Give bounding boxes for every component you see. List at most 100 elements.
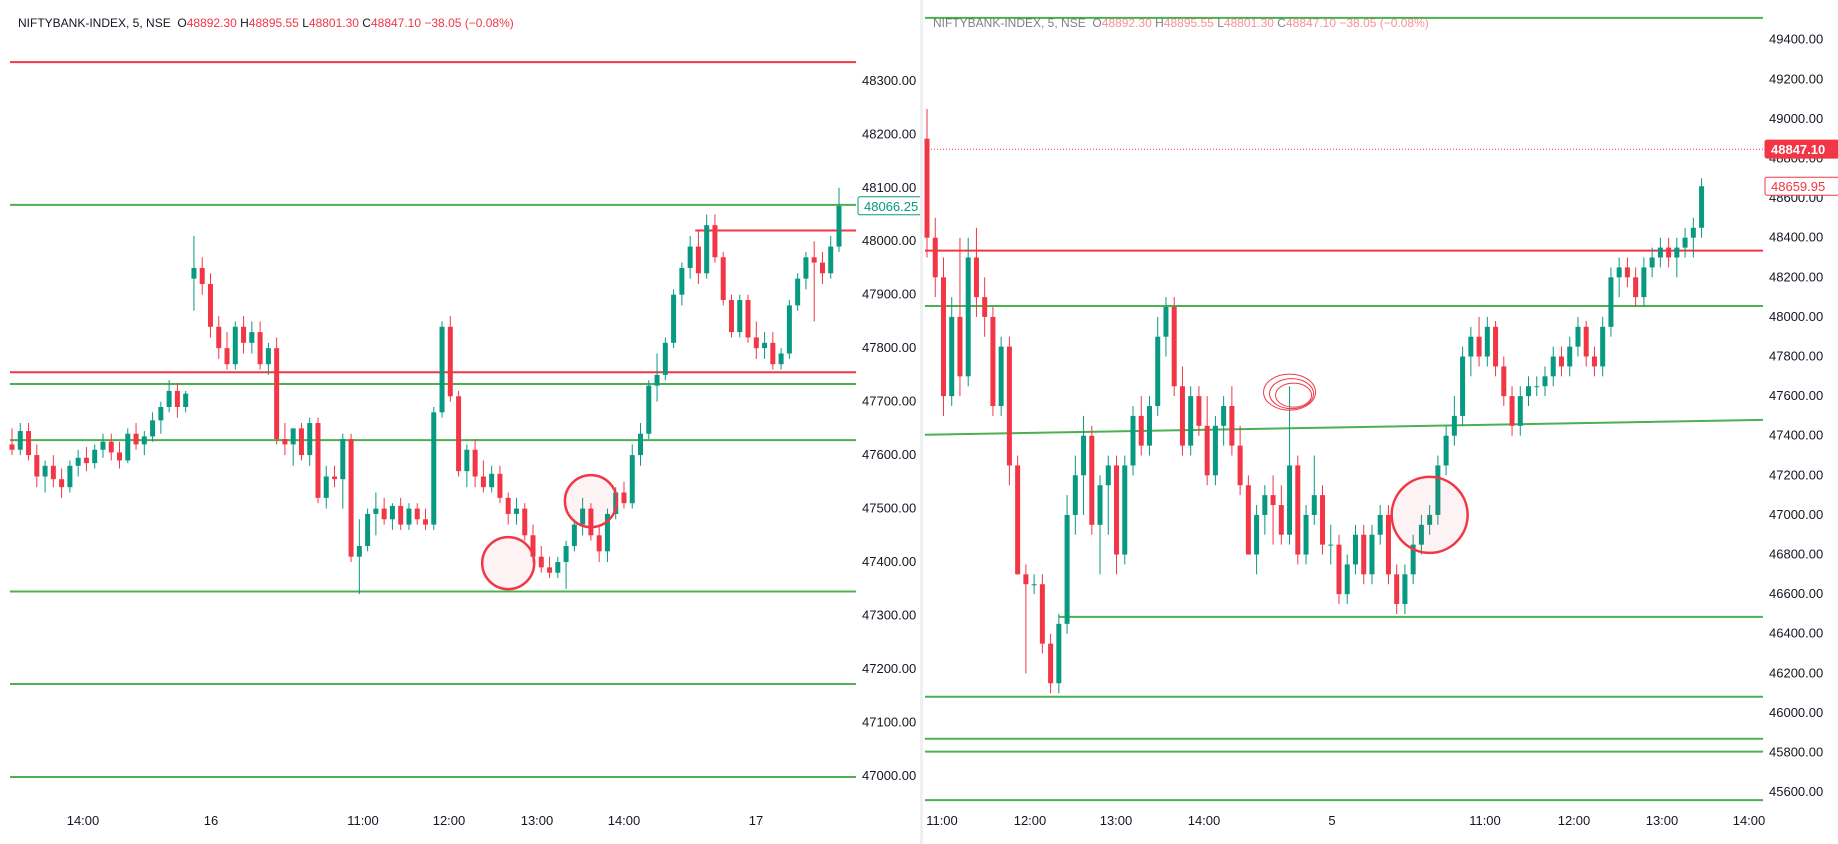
bullish-candle bbox=[803, 257, 809, 279]
bearish-candle bbox=[199, 267, 205, 284]
y-axis-tick-label: 48000.00 bbox=[1769, 309, 1823, 324]
bullish-candle bbox=[965, 257, 971, 377]
bullish-candle bbox=[265, 348, 271, 365]
left-open-label: O bbox=[177, 16, 187, 30]
bearish-candle bbox=[59, 479, 65, 488]
y-axis-tick-label: 47000.00 bbox=[862, 768, 916, 783]
bullish-candle bbox=[92, 449, 98, 464]
right-close-value: 48847.10 bbox=[1285, 16, 1337, 30]
y-axis-tick-label: 47900.00 bbox=[862, 287, 916, 302]
right-symbol-label[interactable]: NIFTYBANK-INDEX, 5, NSE bbox=[933, 16, 1086, 30]
bullish-candle bbox=[141, 436, 147, 445]
bearish-candle bbox=[274, 348, 280, 440]
bearish-candle bbox=[1295, 465, 1301, 555]
bullish-candle bbox=[1649, 257, 1655, 268]
bullish-candle bbox=[1212, 425, 1218, 476]
bullish-candle bbox=[464, 449, 470, 472]
bullish-candle bbox=[1056, 623, 1062, 684]
x-axis-tick-label: 17 bbox=[749, 813, 763, 828]
bearish-candle bbox=[83, 457, 89, 464]
bullish-candle bbox=[125, 433, 131, 461]
bullish-candle bbox=[1657, 247, 1663, 258]
bullish-candle bbox=[1081, 435, 1087, 476]
right-chart-svg[interactable]: 49400.0049200.0049000.0048800.0048600.00… bbox=[923, 0, 1838, 844]
y-axis-tick-label: 47600.00 bbox=[1769, 388, 1823, 403]
bullish-candle bbox=[166, 390, 172, 407]
bearish-candle bbox=[1114, 465, 1120, 555]
bearish-candle bbox=[1493, 326, 1499, 367]
y-axis-tick-label: 49200.00 bbox=[1769, 71, 1823, 86]
bullish-candle bbox=[828, 246, 834, 274]
bearish-candle bbox=[530, 535, 536, 557]
bearish-candle bbox=[1179, 386, 1185, 446]
bullish-candle bbox=[1567, 346, 1573, 367]
bearish-candle bbox=[216, 326, 222, 349]
bullish-candle bbox=[439, 326, 445, 413]
bullish-candle bbox=[563, 546, 569, 563]
y-axis-tick-label: 47600.00 bbox=[862, 447, 916, 462]
bearish-candle bbox=[1336, 544, 1342, 595]
bullish-candle bbox=[1254, 514, 1260, 555]
left-high-label: H bbox=[240, 16, 249, 30]
y-axis-tick-label: 46000.00 bbox=[1769, 705, 1823, 720]
bullish-candle bbox=[1377, 514, 1383, 535]
bullish-candle bbox=[1534, 386, 1540, 388]
bearish-candle bbox=[472, 449, 478, 477]
bearish-candle bbox=[712, 225, 718, 258]
left-chart-svg[interactable]: 48300.00 48200.00 48100.00 48000.00 47900.00… bbox=[0, 0, 922, 844]
y-axis-tick-label: 48400.00 bbox=[1769, 230, 1823, 245]
pane-divider[interactable] bbox=[920, 0, 923, 844]
bearish-candle bbox=[973, 257, 979, 298]
bearish-candle bbox=[940, 277, 946, 397]
bearish-candle bbox=[547, 567, 553, 573]
bullish-candle bbox=[1427, 514, 1433, 525]
bearish-candle bbox=[1089, 435, 1095, 525]
bearish-candle bbox=[745, 300, 751, 338]
bearish-candle bbox=[1278, 505, 1284, 535]
left-symbol-label[interactable]: NIFTYBANK-INDEX, 5, NSE bbox=[18, 16, 171, 30]
bearish-candle bbox=[924, 138, 930, 238]
bullish-candle bbox=[555, 562, 561, 573]
bullish-candle bbox=[1146, 406, 1152, 446]
left-chart-pane[interactable]: 48300.00 48200.00 48100.00 48000.00 47900.00… bbox=[0, 0, 922, 844]
bearish-candle bbox=[1039, 584, 1045, 644]
bullish-candle bbox=[1188, 396, 1194, 446]
bearish-candle bbox=[1237, 445, 1243, 486]
y-axis-tick-label: 48000.00 bbox=[862, 233, 916, 248]
bullish-candle bbox=[662, 342, 668, 375]
x-axis-tick-label: 11:00 bbox=[926, 813, 958, 828]
annotation-circle bbox=[563, 473, 619, 529]
bullish-candle bbox=[654, 374, 660, 386]
annotation-circle bbox=[1390, 475, 1469, 555]
bearish-candle bbox=[497, 473, 503, 498]
bearish-candle bbox=[1501, 366, 1507, 397]
y-axis-tick-label: 46200.00 bbox=[1769, 665, 1823, 680]
bullish-candle bbox=[1468, 336, 1474, 357]
bullish-candle bbox=[1155, 336, 1161, 407]
y-axis-tick-label: 47500.00 bbox=[862, 501, 916, 516]
bearish-candle bbox=[298, 428, 304, 456]
bearish-candle bbox=[932, 237, 938, 278]
bullish-candle bbox=[17, 431, 23, 450]
bullish-candle bbox=[1163, 307, 1169, 337]
bearish-candle bbox=[1006, 346, 1012, 466]
right-chart-pane[interactable]: 49400.0049200.0049000.0048800.0048600.00… bbox=[923, 0, 1838, 844]
bearish-candle bbox=[282, 439, 288, 445]
bearish-candle bbox=[257, 332, 263, 365]
bearish-candle bbox=[456, 396, 462, 472]
y-axis-tick-label: 48200.00 bbox=[1769, 269, 1823, 284]
bullish-candle bbox=[1451, 415, 1457, 436]
left-low-value: 48801.30 bbox=[308, 16, 359, 30]
bearish-candle bbox=[224, 348, 230, 365]
right-close-label: C bbox=[1277, 16, 1286, 30]
bullish-candle bbox=[67, 465, 73, 488]
bullish-candle bbox=[1600, 326, 1606, 367]
x-axis-tick-label: 13:00 bbox=[1100, 813, 1133, 828]
bearish-candle bbox=[381, 508, 387, 520]
y-axis-tick-label: 49000.00 bbox=[1769, 111, 1823, 126]
bearish-candle bbox=[1229, 406, 1235, 446]
bearish-candle bbox=[1171, 307, 1177, 387]
bullish-candle bbox=[513, 508, 519, 514]
bullish-candle bbox=[1105, 465, 1111, 486]
x-axis-tick-label: 14:00 bbox=[1188, 813, 1221, 828]
